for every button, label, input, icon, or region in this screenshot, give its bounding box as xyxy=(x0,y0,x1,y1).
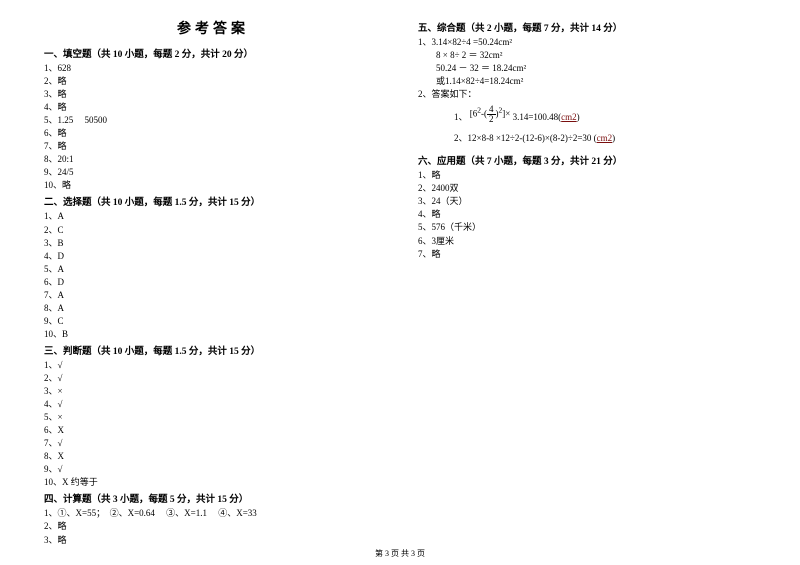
s6-i6: 7、略 xyxy=(418,248,756,261)
right-column: 五、综合题（共 2 小题，每题 7 分，共计 14 分） 1、3.14×82÷4… xyxy=(400,18,756,547)
eq1-close: ]× xyxy=(502,109,510,119)
s4-i2: 3、略 xyxy=(44,534,382,547)
s5-q2-eq1: 1、 [62-(42)2]× 3.14=100.48(cm2) xyxy=(418,105,756,124)
s3-i2: 3、× xyxy=(44,385,382,398)
sec1-head: 一、填空题（共 10 小题，每题 2 分，共计 20 分） xyxy=(44,46,382,60)
s2-i6: 7、A xyxy=(44,289,382,302)
sec4-head: 四、计算题（共 3 小题，每题 5 分，共计 15 分） xyxy=(44,491,382,505)
page-footer: 第 3 页 共 3 页 xyxy=(0,548,800,559)
s6-i5: 6、3厘米 xyxy=(418,235,756,248)
s4-i1: 2、略 xyxy=(44,520,382,533)
s1-i2: 3、略 xyxy=(44,88,382,101)
s3-i7: 8、X xyxy=(44,450,382,463)
s3-i0: 1、√ xyxy=(44,359,382,372)
s1-i1: 2、略 xyxy=(44,75,382,88)
eq1-frac: 42 xyxy=(487,105,496,124)
s2-i4: 5、A xyxy=(44,263,382,276)
s2-i0: 1、A xyxy=(44,210,382,223)
eq2-end: ) xyxy=(612,133,615,143)
eq2-body: 12×8-8 ×12÷2-(12-6)×(8-2)÷2=30 ( xyxy=(468,133,597,143)
eq1-label: 1、 xyxy=(454,111,468,124)
doc-title: 参考答案 xyxy=(44,18,382,38)
frac-den: 2 xyxy=(487,115,496,124)
s3-i1: 2、√ xyxy=(44,372,382,385)
s6-i4: 5、576（千米） xyxy=(418,221,756,234)
s3-i4: 5、× xyxy=(44,411,382,424)
page-body: 参考答案 一、填空题（共 10 小题，每题 2 分，共计 20 分） 1、628… xyxy=(0,0,800,547)
s1-i4: 5、1.25 50500 xyxy=(44,114,382,127)
s2-i3: 4、D xyxy=(44,250,382,263)
eq1-end: ) xyxy=(577,112,580,122)
s2-i1: 2、C xyxy=(44,224,382,237)
s1-i5: 6、略 xyxy=(44,127,382,140)
eq1-cm2: cm2 xyxy=(561,112,577,122)
s3-i5: 6、X xyxy=(44,424,382,437)
sec6-head: 六、应用题（共 7 小题，每题 3 分，共计 21 分） xyxy=(418,153,756,167)
s5-q1-l1: 1、3.14×82÷4 =50.24cm² xyxy=(418,36,756,49)
s5-q1-l2: 8 × 8÷ 2 ＝ 32cm² xyxy=(418,49,756,62)
s2-i5: 6、D xyxy=(44,276,382,289)
s5-q2-eq2: 2、12×8-8 ×12÷2-(12-6)×(8-2)÷2=30 (cm2) xyxy=(418,132,756,145)
s5-q2-l0: 2、答案如下： xyxy=(418,88,756,101)
s6-i3: 4、略 xyxy=(418,208,756,221)
s1-i6: 7、略 xyxy=(44,140,382,153)
s3-i9: 10、X 约等于 xyxy=(44,476,382,489)
sec3-head: 三、判断题（共 10 小题，每题 1.5 分，共计 15 分） xyxy=(44,343,382,357)
eq2-cm2: cm2 xyxy=(597,133,613,143)
eq2-label: 2、 xyxy=(454,133,468,143)
s4-i0: 1、①、X=55； ②、X=0.64 ③、X=1.1 ④、X=33 xyxy=(44,507,382,520)
s3-i6: 7、√ xyxy=(44,437,382,450)
left-column: 参考答案 一、填空题（共 10 小题，每题 2 分，共计 20 分） 1、628… xyxy=(44,18,400,547)
s3-i3: 4、√ xyxy=(44,398,382,411)
sec5-head: 五、综合题（共 2 小题，每题 7 分，共计 14 分） xyxy=(418,20,756,34)
s2-i7: 8、A xyxy=(44,302,382,315)
s3-i8: 9、√ xyxy=(44,463,382,476)
s2-i9: 10、B xyxy=(44,328,382,341)
s6-i2: 3、24（天） xyxy=(418,195,756,208)
s6-i0: 1、略 xyxy=(418,169,756,182)
s2-i8: 9、C xyxy=(44,315,382,328)
s1-i3: 4、略 xyxy=(44,101,382,114)
s2-i2: 3、B xyxy=(44,237,382,250)
s1-i0: 1、628 xyxy=(44,62,382,75)
s5-q1-l3: 50.24 － 32 ＝ 18.24cm² xyxy=(418,62,756,75)
s1-i8: 9、24/5 xyxy=(44,166,382,179)
s1-i7: 8、20:1 xyxy=(44,153,382,166)
s1-i9: 10、略 xyxy=(44,179,382,192)
s5-q1-l4: 或1.14×82÷4=18.24cm² xyxy=(418,75,756,88)
eq1-tail: 3.14=100.48( xyxy=(513,112,562,122)
s6-i1: 2、2400双 xyxy=(418,182,756,195)
sec2-head: 二、选择题（共 10 小题，每题 1.5 分，共计 15 分） xyxy=(44,194,382,208)
